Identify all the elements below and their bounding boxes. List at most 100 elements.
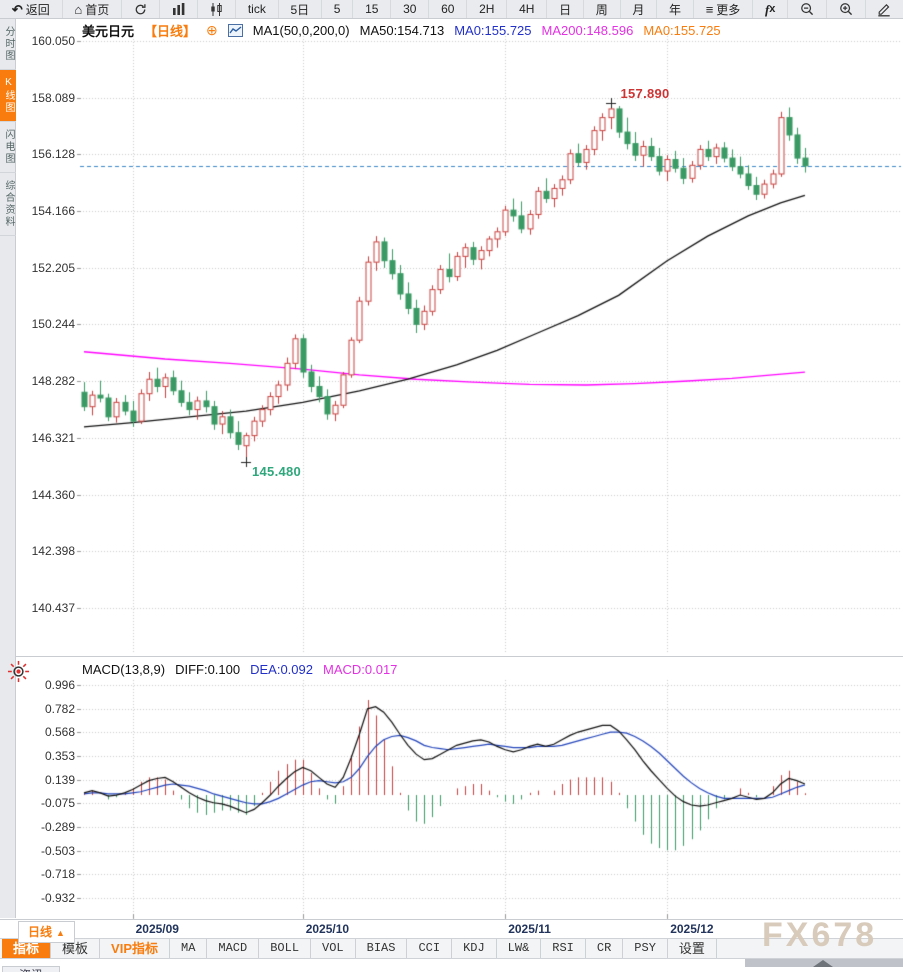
toolbar-label: 5 — [333, 2, 341, 16]
indicator-item-boll[interactable]: BOLL — [259, 939, 312, 958]
ma0-orange-value: MA0:155.725 — [643, 23, 721, 38]
toolbar-interval-day-button[interactable]: 日 — [547, 0, 584, 18]
toolbar-interval-5-button[interactable]: 5 — [322, 0, 354, 18]
macd-axis-label: -0.932 — [40, 891, 75, 905]
chevron-up-icon: ▲ — [56, 928, 65, 938]
toolbar-label: 日 — [559, 2, 572, 17]
ma200-value: MA200:148.596 — [541, 23, 634, 38]
bars-icon — [172, 3, 186, 15]
toolbar-label: 返回 — [25, 2, 50, 17]
toolbar-interval-2h-button[interactable]: 2H — [467, 0, 508, 18]
macd-settings-label: MACD(13,8,9) — [82, 662, 166, 677]
sidebar-tab-1[interactable]: K线图 — [0, 70, 16, 122]
sidebar-tab-0[interactable]: 分时图 — [0, 19, 16, 70]
toolbar-interval-tick-button[interactable]: tick — [236, 0, 279, 18]
price-axis-label: 156.128 — [31, 147, 75, 162]
macd-diff-value: DIFF:0.100 — [175, 662, 241, 677]
toolbar-interval-month-button[interactable]: 月 — [621, 0, 658, 18]
toolbar-label: tick — [247, 2, 266, 16]
toolbar-interval-week-button[interactable]: 周 — [584, 0, 621, 18]
period-label: 【日线】 — [144, 24, 197, 39]
indicator-toolbar: 指标 模板 VIP指标 MA MACD BOLL VOL BIAS CCI KDJ LW& RSI CR… — [0, 938, 903, 958]
price-axis-label: 152.205 — [31, 260, 75, 275]
indicator-item-模板[interactable]: 模板 — [51, 939, 101, 958]
pencil-icon — [877, 2, 891, 17]
period-selector-button[interactable]: 日线 ▲ — [18, 921, 75, 943]
toolbar-label: 5日 — [290, 2, 310, 17]
ma0-blue-value: MA0:155.725 — [454, 23, 532, 38]
chart-header: 美元日元 【日线】 ⊕ MA1(50,0,200,0) MA50:154.713… — [82, 21, 721, 40]
partially-visible-tab[interactable]: 资讯 — [2, 966, 60, 972]
indicator-item-指标[interactable]: 指标 — [2, 939, 52, 958]
time-axis-row — [0, 919, 903, 938]
indicator-item-vip指标[interactable]: VIP指标 — [100, 939, 170, 958]
toolbar-zoom-in-button[interactable] — [827, 0, 866, 18]
add-indicator-icon[interactable]: ⊕ — [206, 22, 218, 38]
home-icon: ⌂ — [74, 1, 83, 17]
time-axis-label: 2025/12 — [670, 922, 714, 936]
indicator-item-vol[interactable]: VOL — [311, 939, 356, 958]
back-icon: ↶ — [11, 1, 23, 17]
indicator-item-kdj[interactable]: KDJ — [452, 939, 497, 958]
price-axis-label: 146.321 — [31, 430, 75, 445]
toolbar-chart-type-candle-button[interactable] — [198, 0, 236, 18]
indicator-item-lw[interactable]: LW& — [497, 939, 542, 958]
toolbar-zoom-out-button[interactable] — [788, 0, 827, 18]
price-axis-label: 140.437 — [31, 600, 75, 615]
sidebar-tab-3[interactable]: 综合资料 — [0, 173, 16, 236]
macd-macd-value: MACD:0.017 — [322, 662, 398, 677]
toolbar-interval-5d-button[interactable]: 5日 — [279, 0, 322, 18]
indicator-item-ma[interactable]: MA — [170, 939, 208, 958]
toolbar-interval-15-button[interactable]: 15 — [353, 0, 392, 18]
menu-icon: ≡ — [705, 1, 714, 17]
toolbar-back-button[interactable]: ↶ 返回 — [0, 0, 63, 18]
indicator-item-macd[interactable]: MACD — [207, 939, 260, 958]
macd-axis-label: -0.075 — [40, 796, 75, 811]
toolbar-label: 2H — [479, 2, 495, 16]
indicator-item-设置[interactable]: 设置 — [668, 939, 717, 958]
indicator-settings-sun-icon[interactable] — [7, 660, 30, 688]
toolbar-label: 4H — [519, 2, 535, 16]
toolbar-chart-type-bar-button[interactable] — [160, 0, 199, 18]
indicator-item-rsi[interactable]: RSI — [541, 939, 586, 958]
toolbar-interval-60-button[interactable]: 60 — [429, 0, 468, 18]
macd-axis-label: 0.139 — [44, 772, 75, 787]
candles-icon — [210, 2, 223, 16]
horizontal-scrollbar[interactable] — [745, 959, 903, 967]
toolbar-label: 周 — [595, 2, 608, 17]
period-selector-label: 日线 — [28, 925, 53, 939]
macd-axis-label: 0.568 — [44, 725, 75, 740]
toolbar-home-button[interactable]: ⌂ 首页 — [63, 0, 123, 18]
scrollbar-handle-icon[interactable] — [813, 960, 833, 967]
macd-axis-label: 0.782 — [44, 701, 75, 716]
toolbar-label: 月 — [632, 2, 645, 17]
indicator-item-cr[interactable]: CR — [586, 939, 624, 958]
macd-dea-value: DEA:0.092 — [250, 662, 313, 677]
indicator-item-cci[interactable]: CCI — [407, 939, 453, 958]
mini-chart-icon — [227, 24, 243, 37]
time-axis-label: 2025/09 — [135, 922, 179, 936]
sidebar-tab-2[interactable]: 闪电图 — [0, 122, 16, 173]
toolbar-interval-4h-button[interactable]: 4H — [507, 0, 548, 18]
time-axis-label: 2025/11 — [508, 922, 551, 936]
time-axis-label: 2025/10 — [305, 922, 350, 936]
macd-axis-label: 0.996 — [44, 678, 75, 692]
price-axis-label: 160.050 — [31, 34, 75, 48]
toolbar-label: 年 — [669, 2, 682, 17]
indicator-item-psy[interactable]: PSY — [623, 939, 668, 958]
price-axis-label: 154.166 — [31, 204, 75, 219]
indicator-item-bias[interactable]: BIAS — [356, 939, 408, 958]
toolbar-interval-30-button[interactable]: 30 — [391, 0, 430, 18]
bottom-strip — [0, 958, 903, 972]
high-price-annotation: 157.890 — [620, 86, 670, 102]
price-axis-label: 150.244 — [31, 317, 75, 332]
ma-settings-label: MA1(50,0,200,0) — [252, 23, 350, 38]
toolbar-more-button[interactable]: ≡ 更多 — [694, 0, 754, 18]
symbol-name: 美元日元 — [82, 24, 135, 39]
toolbar-draw-button[interactable] — [866, 0, 903, 18]
toolbar-refresh-button[interactable] — [122, 0, 160, 18]
toolbar-interval-year-button[interactable]: 年 — [657, 0, 694, 18]
